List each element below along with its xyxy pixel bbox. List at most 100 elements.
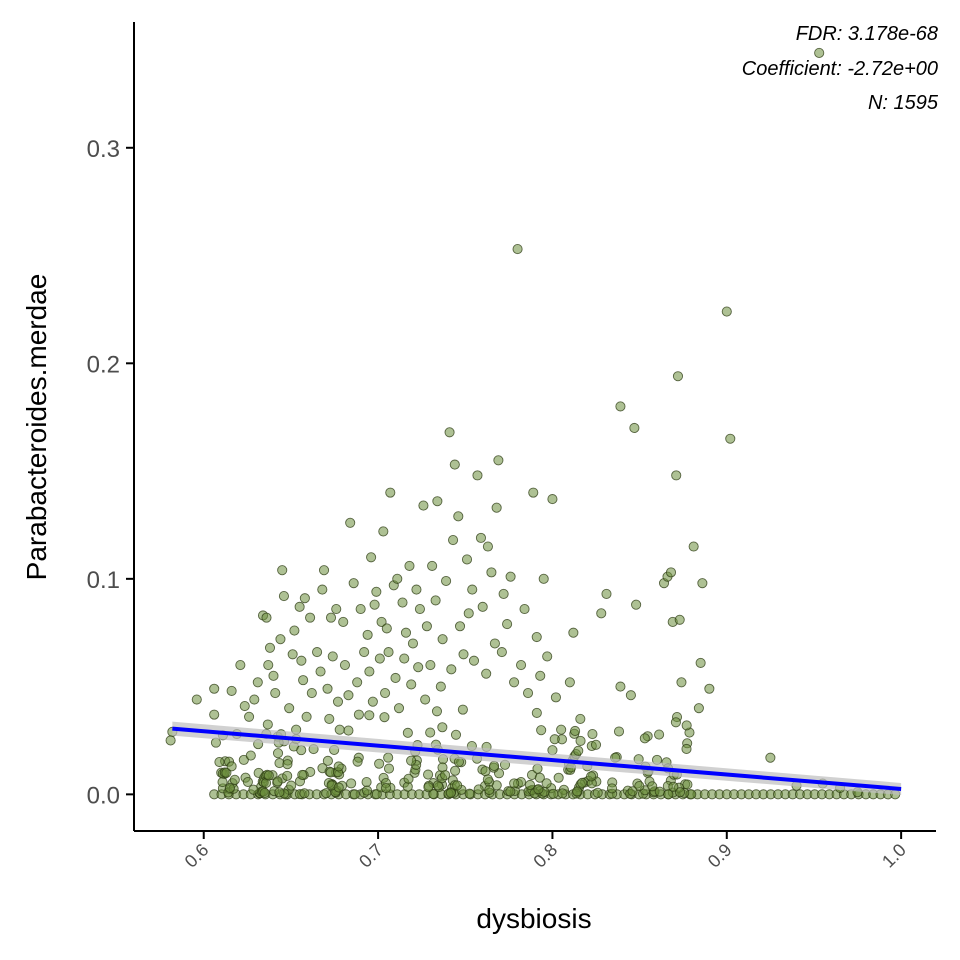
data-point [596, 608, 607, 619]
data-point [374, 758, 385, 769]
data-point [480, 766, 491, 777]
data-point [553, 772, 564, 783]
regression-line [172, 726, 902, 791]
data-point [458, 649, 469, 660]
data-point [392, 573, 403, 584]
data-point [361, 777, 372, 788]
data-point [406, 755, 417, 766]
data-point [491, 502, 502, 513]
data-point [647, 781, 658, 792]
x-tick-label: 0.9 [704, 840, 736, 872]
data-point [468, 655, 480, 666]
data-point [534, 772, 545, 783]
data-point [282, 759, 293, 770]
x-tick-label: 0.6 [181, 840, 213, 872]
data-point [505, 571, 516, 582]
data-point [348, 578, 359, 589]
data-point [385, 487, 396, 498]
data-point [568, 627, 579, 638]
data-point [296, 745, 307, 756]
data-point [369, 599, 380, 610]
data-point [322, 755, 333, 766]
data-point [587, 728, 598, 740]
data-point [425, 727, 436, 738]
data-point [496, 647, 507, 658]
data-point [268, 670, 279, 681]
data-point [362, 629, 373, 640]
data-point [367, 696, 378, 707]
data-point [457, 704, 468, 715]
data-point [383, 752, 394, 763]
data-point [353, 709, 364, 720]
data-point [449, 459, 460, 470]
data-point [564, 677, 575, 688]
data-point [278, 591, 289, 602]
data-point [512, 244, 523, 255]
data-point [541, 778, 552, 789]
data-point [473, 784, 484, 795]
data-point [482, 541, 493, 552]
data-point [437, 722, 448, 733]
data-point [601, 588, 612, 599]
data-point [697, 578, 708, 589]
data-point [531, 631, 542, 643]
data-point [261, 612, 272, 623]
data-point [221, 767, 232, 778]
data-point [693, 703, 704, 714]
data-point [575, 735, 586, 746]
data-point [423, 782, 434, 793]
data-point [425, 659, 436, 671]
data-point [502, 619, 513, 630]
data-point [315, 666, 326, 677]
data-point [296, 655, 307, 666]
data-point [376, 616, 387, 627]
x-axis-ticks: 0.6 0.7 0.8 0.9 1.0 [181, 831, 910, 872]
data-point [274, 787, 285, 798]
data-point [437, 634, 448, 645]
data-point [704, 683, 715, 694]
data-point [573, 745, 584, 756]
data-point [239, 700, 250, 712]
data-point [349, 789, 360, 800]
data-point [531, 707, 542, 718]
data-point [332, 696, 344, 707]
data-point [489, 760, 500, 771]
data-point [209, 683, 220, 694]
data-point [421, 621, 432, 632]
data-point [301, 711, 312, 722]
data-point [305, 612, 316, 623]
data-point [682, 779, 693, 790]
data-point [524, 779, 536, 791]
data-point [371, 586, 382, 597]
data-point [297, 769, 308, 780]
data-point [441, 575, 452, 587]
data-point [252, 677, 263, 688]
data-point [423, 769, 434, 780]
data-point [380, 688, 391, 699]
y-tick-label: 0.2 [87, 351, 120, 378]
data-point [475, 532, 487, 543]
data-point [450, 729, 462, 740]
data-point [383, 647, 394, 658]
data-point [430, 595, 441, 606]
data-point [413, 662, 424, 673]
data-point [549, 734, 560, 745]
data-point [379, 712, 390, 723]
data-point [249, 694, 260, 705]
data-point [352, 677, 363, 688]
data-point [592, 787, 603, 798]
data-point [338, 616, 349, 627]
data-point [364, 710, 375, 721]
data-point [681, 743, 692, 755]
data-point [444, 427, 455, 438]
data-point [226, 761, 237, 772]
data-point [277, 565, 288, 576]
data-point [639, 733, 650, 744]
data-point [668, 781, 679, 792]
data-point [654, 786, 665, 797]
data-point [452, 780, 463, 791]
data-point [481, 668, 492, 679]
data-point [404, 560, 415, 571]
data-point [590, 739, 602, 750]
